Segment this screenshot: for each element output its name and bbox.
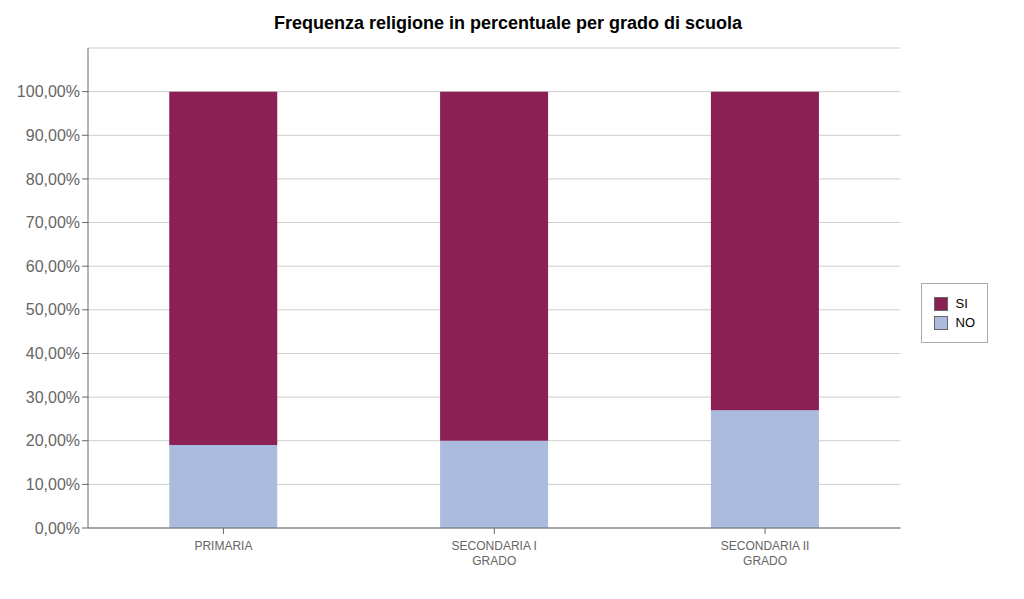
svg-text:80,00%: 80,00% — [26, 171, 80, 188]
svg-text:10,00%: 10,00% — [26, 476, 80, 493]
svg-text:70,00%: 70,00% — [26, 214, 80, 231]
html-text:Frequenza religione in percent: Frequenza religione in percentuale per g… — [273, 13, 742, 33]
svg-text:100,00%: 100,00% — [17, 83, 80, 100]
svg-text:30,00%: 30,00% — [26, 389, 80, 406]
svg-text:20,00%: 20,00% — [26, 432, 80, 449]
svg-text:PRIMARIA: PRIMARIA — [194, 539, 252, 553]
svg-text:SECONDARIA IIGRADO: SECONDARIA IIGRADO — [721, 539, 810, 568]
svg-text:40,00%: 40,00% — [26, 345, 80, 362]
html-text:NO: NO — [955, 315, 975, 330]
svg-text:90,00%: 90,00% — [26, 127, 80, 144]
svg-text:60,00%: 60,00% — [26, 258, 80, 275]
svg-text:50,00%: 50,00% — [26, 301, 80, 318]
svg-text:0,00%: 0,00% — [35, 520, 80, 537]
html-text:SI: SI — [955, 296, 968, 311]
svg-text:SECONDARIA IGRADO: SECONDARIA IGRADO — [452, 539, 537, 568]
